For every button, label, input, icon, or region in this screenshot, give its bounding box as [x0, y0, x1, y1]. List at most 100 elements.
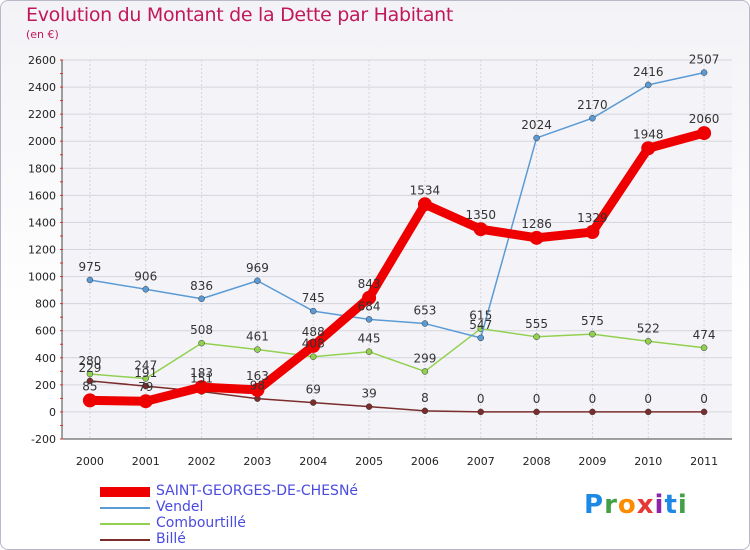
- logo-letter: o: [617, 490, 637, 520]
- x-tick-label: 2007: [467, 455, 495, 468]
- x-tick-label: 2005: [355, 455, 383, 468]
- data-label: 163: [246, 369, 269, 383]
- data-label: 85: [82, 379, 97, 393]
- data-label: 191: [134, 366, 157, 380]
- data-label: 474: [693, 328, 716, 342]
- data-label: 2170: [577, 98, 608, 112]
- data-label: 408: [302, 337, 325, 351]
- legend-label: Billé: [156, 531, 186, 547]
- data-label: 0: [533, 392, 541, 406]
- data-label: 555: [525, 317, 548, 331]
- data-label: 1286: [521, 217, 552, 231]
- legend-swatch: [100, 539, 150, 541]
- chart-title: Evolution du Montant de la Dette par Hab…: [26, 4, 454, 26]
- data-point: [477, 408, 484, 416]
- data-label: 684: [358, 299, 381, 313]
- y-tick-label: 800: [35, 298, 56, 311]
- data-point: [477, 334, 484, 342]
- data-label: 975: [78, 260, 101, 274]
- legend-swatch: [100, 487, 150, 497]
- data-label: 280: [78, 354, 101, 368]
- data-point: [533, 408, 540, 416]
- data-point: [86, 276, 94, 284]
- data-label: 183: [190, 366, 213, 380]
- data-point: [310, 399, 317, 406]
- data-point: [585, 225, 600, 240]
- data-point: [142, 286, 149, 293]
- legend-label: Combourtillé: [156, 515, 246, 531]
- data-point: [589, 408, 596, 416]
- x-tick-label: 2010: [634, 455, 662, 468]
- data-point: [310, 307, 317, 315]
- data-label: 247: [134, 358, 157, 372]
- data-label: 151: [190, 371, 213, 385]
- y-tick-label: 400: [35, 352, 56, 365]
- data-label: 1948: [633, 127, 664, 141]
- data-point: [198, 339, 205, 347]
- data-point: [142, 382, 149, 390]
- x-tick-label: 2011: [690, 455, 718, 468]
- data-point: [250, 382, 265, 397]
- data-label: 39: [361, 387, 376, 401]
- data-point: [138, 394, 153, 409]
- legend-label: Vendel: [156, 499, 204, 515]
- data-label: 1350: [465, 208, 496, 222]
- data-label: 0: [477, 392, 485, 406]
- data-point: [306, 338, 321, 353]
- data-point: [589, 114, 596, 122]
- y-tick-label: 2200: [28, 108, 56, 121]
- data-label: 2416: [633, 65, 664, 79]
- data-point: [421, 407, 429, 415]
- data-label: 843: [358, 277, 381, 291]
- data-point: [700, 408, 708, 416]
- data-label: 522: [637, 321, 660, 335]
- data-point: [254, 346, 261, 353]
- y-tick-label: 1600: [28, 189, 56, 202]
- chart-subtitle: (en €): [26, 28, 59, 41]
- logo-letter: r: [604, 490, 618, 520]
- y-tick-label: 1800: [28, 162, 56, 175]
- data-point: [254, 277, 261, 285]
- x-tick-label: 2006: [411, 455, 439, 468]
- data-point: [589, 330, 596, 338]
- y-tick-label: 2000: [28, 135, 56, 148]
- y-tick-label: 200: [35, 379, 56, 392]
- logo-letter: i: [654, 490, 665, 520]
- y-tick-label: 2600: [28, 54, 56, 67]
- legend-swatch: [100, 523, 150, 525]
- data-point: [86, 377, 94, 385]
- data-point: [142, 375, 149, 382]
- data-label: 0: [700, 392, 708, 406]
- x-tick-label: 2003: [243, 455, 271, 468]
- data-point: [421, 320, 429, 327]
- data-point: [529, 230, 544, 245]
- data-label: 575: [581, 314, 604, 328]
- data-point: [417, 197, 432, 212]
- y-tick-label: 1200: [28, 244, 56, 257]
- legend-swatch: [100, 507, 150, 509]
- data-label: 299: [413, 351, 436, 365]
- logo-letter: t: [664, 490, 678, 520]
- y-tick-label: 2400: [28, 81, 56, 94]
- data-label: 69: [306, 383, 321, 397]
- data-label: 79: [138, 380, 153, 394]
- x-tick-label: 2000: [76, 455, 104, 468]
- data-label: 2024: [521, 118, 552, 132]
- data-label: 615: [469, 309, 492, 323]
- data-label: 969: [246, 261, 269, 275]
- y-tick-label: 1000: [28, 271, 56, 284]
- data-label: 1329: [577, 211, 608, 225]
- data-label: 2060: [689, 112, 720, 126]
- x-tick-label: 2009: [578, 455, 606, 468]
- x-tick-label: 2008: [523, 455, 551, 468]
- data-label: 461: [246, 330, 269, 344]
- data-label: 0: [644, 392, 652, 406]
- data-point: [198, 295, 205, 303]
- data-label: 2507: [689, 53, 720, 67]
- data-point: [194, 380, 209, 395]
- data-point: [700, 344, 708, 352]
- data-label: 653: [413, 304, 436, 318]
- data-point: [645, 338, 652, 345]
- x-tick-label: 2001: [132, 455, 160, 468]
